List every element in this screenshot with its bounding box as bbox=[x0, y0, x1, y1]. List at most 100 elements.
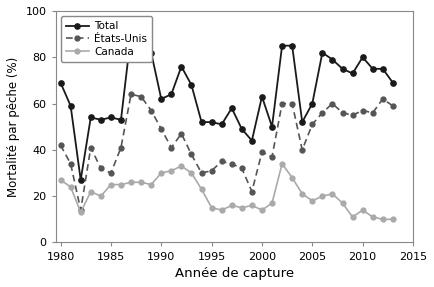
Canada bbox=[118, 183, 124, 186]
États-Unis bbox=[340, 111, 345, 115]
États-Unis bbox=[108, 171, 114, 175]
Canada bbox=[279, 162, 285, 166]
Line: Canada: Canada bbox=[58, 161, 395, 222]
Canada bbox=[88, 190, 93, 193]
Canada bbox=[330, 192, 335, 195]
Canada bbox=[108, 183, 114, 186]
Total bbox=[270, 125, 275, 128]
Total bbox=[229, 106, 234, 110]
États-Unis bbox=[148, 109, 154, 112]
États-Unis bbox=[88, 146, 93, 149]
États-Unis bbox=[199, 171, 204, 175]
Canada bbox=[249, 204, 254, 207]
Total bbox=[148, 51, 154, 54]
Canada bbox=[159, 171, 164, 175]
Canada bbox=[179, 164, 184, 168]
États-Unis bbox=[98, 167, 103, 170]
États-Unis bbox=[350, 113, 355, 117]
Total bbox=[189, 83, 194, 87]
Y-axis label: Mortalité par pêche (%): Mortalité par pêche (%) bbox=[7, 57, 20, 197]
Total bbox=[320, 51, 325, 54]
Canada bbox=[270, 201, 275, 205]
Total bbox=[380, 67, 385, 71]
États-Unis bbox=[320, 111, 325, 115]
Total bbox=[360, 55, 365, 59]
Canada bbox=[299, 192, 305, 195]
Canada bbox=[360, 208, 365, 212]
États-Unis bbox=[128, 93, 134, 96]
États-Unis bbox=[299, 148, 305, 152]
Legend: Total, États-Unis, Canada: Total, États-Unis, Canada bbox=[61, 16, 152, 62]
Canada bbox=[148, 183, 154, 186]
Line: Total: Total bbox=[58, 32, 395, 183]
Total bbox=[219, 123, 224, 126]
États-Unis bbox=[239, 167, 244, 170]
Total bbox=[78, 178, 83, 182]
Total bbox=[289, 44, 295, 47]
Total bbox=[128, 32, 134, 36]
États-Unis bbox=[189, 153, 194, 156]
États-Unis bbox=[138, 95, 144, 98]
Total bbox=[179, 65, 184, 68]
Total bbox=[260, 95, 265, 98]
Total bbox=[169, 93, 174, 96]
États-Unis bbox=[118, 146, 124, 149]
Canada bbox=[98, 195, 103, 198]
États-Unis bbox=[159, 127, 164, 131]
États-Unis bbox=[58, 144, 63, 147]
Total bbox=[239, 127, 244, 131]
Canada bbox=[78, 211, 83, 214]
États-Unis bbox=[68, 162, 73, 166]
Canada bbox=[219, 208, 224, 212]
Total bbox=[118, 118, 124, 121]
Total bbox=[98, 118, 103, 121]
Canada bbox=[189, 171, 194, 175]
États-Unis bbox=[370, 111, 375, 115]
Total bbox=[138, 35, 144, 38]
Total bbox=[199, 120, 204, 124]
Canada bbox=[209, 206, 214, 210]
Total bbox=[310, 102, 315, 105]
Canada bbox=[340, 201, 345, 205]
Canada bbox=[320, 195, 325, 198]
Total bbox=[58, 81, 63, 84]
Total bbox=[108, 116, 114, 119]
États-Unis bbox=[390, 104, 395, 108]
États-Unis bbox=[270, 155, 275, 158]
X-axis label: Année de capture: Année de capture bbox=[175, 267, 294, 280]
Canada bbox=[138, 181, 144, 184]
États-Unis bbox=[330, 102, 335, 105]
Canada bbox=[310, 199, 315, 203]
États-Unis bbox=[360, 109, 365, 112]
États-Unis bbox=[78, 208, 83, 212]
États-Unis bbox=[169, 146, 174, 149]
Canada bbox=[350, 215, 355, 219]
Total bbox=[279, 44, 285, 47]
Total bbox=[330, 58, 335, 61]
Canada bbox=[289, 176, 295, 179]
États-Unis bbox=[310, 123, 315, 126]
Total bbox=[350, 72, 355, 75]
Total bbox=[299, 120, 305, 124]
Canada bbox=[58, 178, 63, 182]
Total bbox=[68, 104, 73, 108]
Canada bbox=[390, 218, 395, 221]
Total bbox=[249, 139, 254, 142]
États-Unis bbox=[249, 190, 254, 193]
Total bbox=[340, 67, 345, 71]
Canada bbox=[380, 218, 385, 221]
États-Unis bbox=[289, 102, 295, 105]
Canada bbox=[229, 204, 234, 207]
Line: États-Unis: États-Unis bbox=[58, 92, 395, 212]
États-Unis bbox=[219, 160, 224, 163]
Canada bbox=[239, 206, 244, 210]
Total bbox=[370, 67, 375, 71]
Canada bbox=[68, 185, 73, 189]
Canada bbox=[370, 215, 375, 219]
Canada bbox=[128, 181, 134, 184]
États-Unis bbox=[260, 150, 265, 154]
États-Unis bbox=[209, 169, 214, 172]
États-Unis bbox=[279, 102, 285, 105]
Total bbox=[390, 81, 395, 84]
Total bbox=[88, 116, 93, 119]
